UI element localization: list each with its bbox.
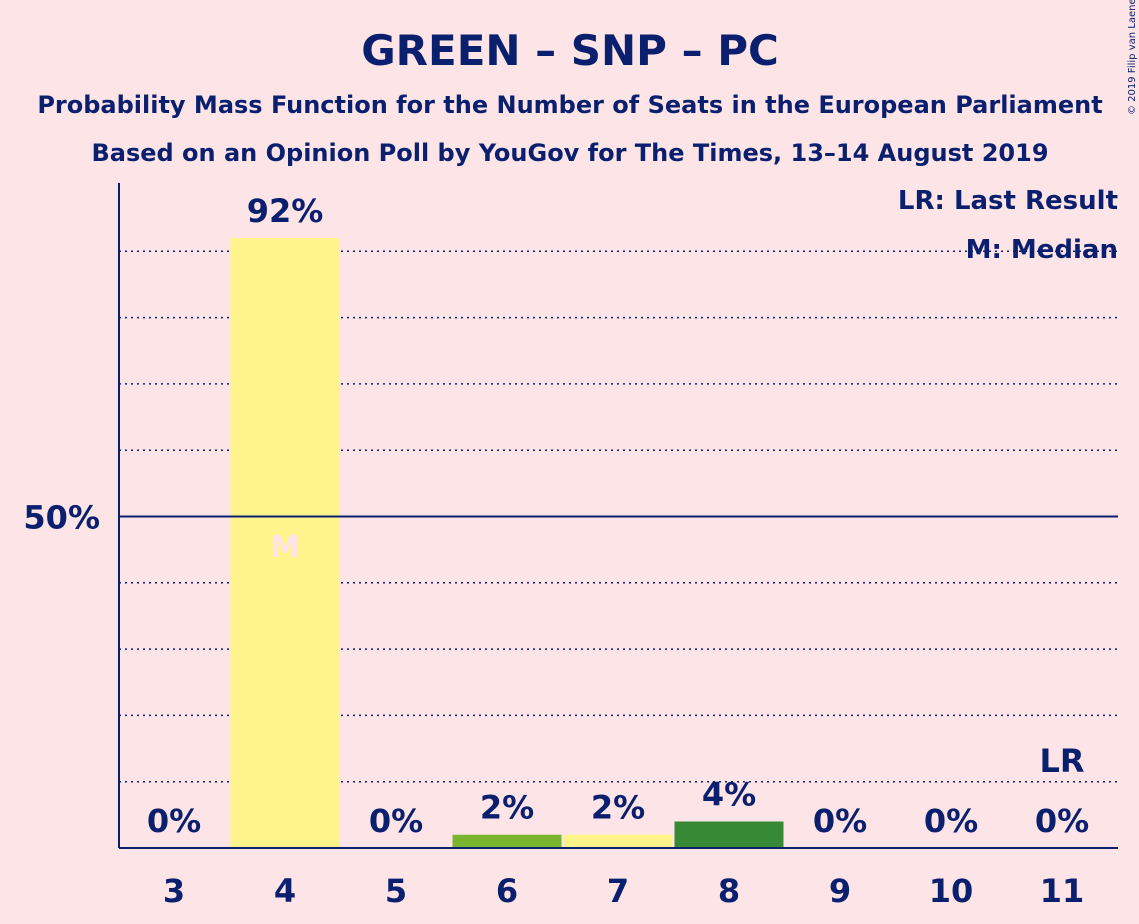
- data-label-8: 4%: [702, 775, 756, 813]
- x-tick-9: 9: [829, 872, 851, 910]
- bar-8: [674, 821, 784, 848]
- chart-title: GREEN – SNP – PC: [361, 26, 779, 75]
- last-result-marker: LR: [1039, 742, 1084, 780]
- chart-subtitle-1: Probability Mass Function for the Number…: [37, 91, 1102, 119]
- x-tick-6: 6: [496, 872, 518, 910]
- x-tick-3: 3: [163, 872, 185, 910]
- x-tick-7: 7: [607, 872, 629, 910]
- x-tick-11: 11: [1040, 872, 1085, 910]
- x-tick-8: 8: [718, 872, 740, 910]
- data-label-3: 0%: [147, 802, 201, 840]
- data-label-6: 2%: [480, 789, 534, 827]
- copyright-note: © 2019 Filip van Laenen: [1127, 0, 1138, 115]
- x-tick-10: 10: [929, 872, 974, 910]
- bars: [230, 238, 784, 849]
- bar-6: [452, 834, 562, 848]
- data-label-9: 0%: [813, 802, 867, 840]
- x-tick-5: 5: [385, 872, 407, 910]
- bar-7: [563, 834, 673, 848]
- legend-median: M: Median: [966, 235, 1118, 265]
- legend-last-result: LR: Last Result: [898, 186, 1118, 216]
- gridlines: [119, 250, 1118, 783]
- median-marker: M: [270, 530, 300, 565]
- x-tick-4: 4: [274, 872, 296, 910]
- bar-4: [230, 238, 340, 849]
- data-label-11: 0%: [1035, 802, 1089, 840]
- data-label-4: 92%: [247, 192, 324, 230]
- y-tick-label-50: 50%: [23, 499, 100, 537]
- data-labels: 0% 92% 0% 2% 2% 4% 0% 0% 0% M LR: [147, 192, 1089, 840]
- x-tick-labels: 3 4 5 6 7 8 9 10 11: [163, 872, 1084, 910]
- data-label-10: 0%: [924, 802, 978, 840]
- chart-subtitle-2: Based on an Opinion Poll by YouGov for T…: [91, 139, 1048, 167]
- data-label-5: 0%: [369, 802, 423, 840]
- data-label-7: 2%: [591, 789, 645, 827]
